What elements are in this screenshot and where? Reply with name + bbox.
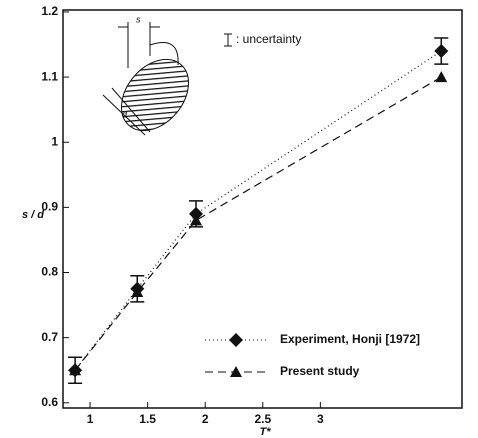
annotation: : uncertainty (236, 32, 301, 46)
diamond-marker (434, 44, 449, 59)
y-tick-label: 1.1 (41, 69, 58, 83)
diamond-marker (189, 206, 203, 221)
y-axis-label: s / d (22, 209, 44, 221)
uncertainty-icon (224, 33, 232, 47)
y-tick-label: 1 (51, 134, 58, 148)
legend-marker (229, 333, 243, 347)
triangle-marker (435, 71, 448, 83)
x-tick-label: 1.5 (139, 412, 156, 426)
legend-marker (230, 366, 242, 377)
legend-label: Present study (280, 364, 360, 378)
legend-label: Experiment, Honji [1972] (280, 332, 420, 346)
y-tick-label: 0.7 (41, 330, 58, 344)
series-line (74, 50, 442, 371)
triangle-marker (190, 214, 202, 226)
y-tick-label: 1.2 (41, 4, 58, 18)
inset-sketch (102, 22, 189, 136)
x-tick-label: 3 (317, 412, 324, 426)
triangle-marker (131, 286, 144, 298)
inset-label: d (122, 109, 128, 119)
series-line (74, 76, 442, 371)
plot-frame (62, 9, 463, 409)
x-tick-label: 2 (202, 412, 209, 426)
triangle-marker (69, 364, 82, 376)
x-tick-label: 1 (87, 412, 94, 426)
inset-label: s (136, 14, 141, 24)
y-tick-label: 0.8 (41, 265, 58, 279)
x-axis-label: T* (260, 426, 272, 438)
x-tick-label: 2.5 (254, 412, 271, 426)
y-tick-label: 0.6 (41, 395, 58, 409)
y-tick-label: 0.9 (41, 200, 58, 214)
